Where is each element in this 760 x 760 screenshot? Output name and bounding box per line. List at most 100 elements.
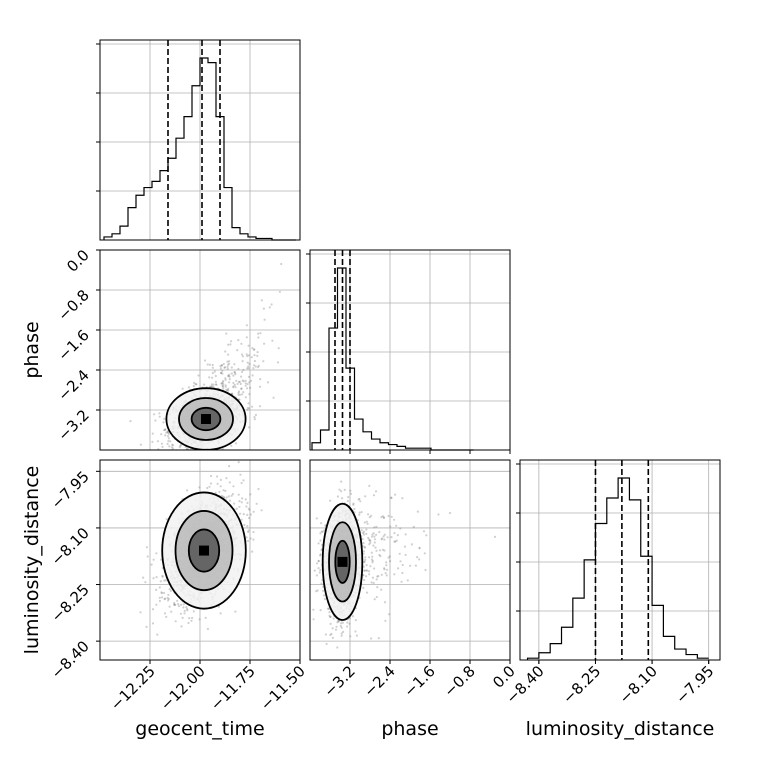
scatter-point [247, 539, 250, 543]
scatter-point [315, 517, 318, 520]
scatter-point [188, 617, 191, 620]
scatter-point [366, 522, 369, 525]
scatter-point [458, 456, 460, 458]
scatter-point [226, 389, 229, 392]
scatter-point [365, 575, 368, 578]
scatter-point [247, 365, 250, 368]
scatter-point [220, 364, 223, 367]
scatter-point [278, 290, 281, 293]
scatter-point [197, 461, 199, 463]
scatter-point [339, 624, 342, 628]
scatter-point [228, 465, 231, 468]
scatter-point [393, 532, 396, 535]
scatter-point [160, 433, 163, 436]
scatter-point [332, 617, 335, 620]
scatter-point [352, 502, 355, 505]
scatter-point [387, 556, 390, 559]
scatter-point [163, 612, 167, 615]
scatter-point [190, 455, 192, 457]
scatter-point [365, 520, 368, 523]
scatter-point [341, 621, 344, 624]
scatter-point [257, 364, 260, 367]
scatter-point [167, 432, 170, 435]
scatter-point [384, 619, 387, 622]
scatter-point [239, 393, 242, 396]
scatter-point [242, 391, 245, 394]
scatter-point [244, 382, 247, 385]
scatter-point [268, 306, 271, 309]
scatter-point [248, 381, 251, 384]
scatter-point [317, 567, 320, 570]
scatter-point [215, 383, 218, 386]
scatter-point [241, 393, 244, 396]
scatter-point [249, 386, 252, 389]
scatter-point [365, 569, 368, 572]
scatter-point [214, 374, 217, 378]
scatter-point [317, 559, 320, 562]
scatter-point [382, 516, 385, 519]
scatter-point [226, 365, 229, 368]
scatter-point [383, 549, 386, 552]
scatter-point [328, 614, 331, 617]
scatter-point [227, 363, 230, 366]
scatter-point [238, 505, 241, 508]
scatter-point [237, 380, 240, 383]
scatter-point [388, 613, 391, 616]
scatter-point [371, 576, 374, 579]
scatter-point [246, 501, 249, 505]
scatter-point [237, 390, 241, 393]
scatter-point [210, 474, 213, 478]
scatter-point [231, 493, 234, 496]
scatter-point [327, 607, 330, 611]
scatter-point [241, 379, 244, 382]
scatter-point [342, 630, 345, 634]
scatter-point [418, 547, 421, 550]
x-tick-label: −7.95 [672, 662, 717, 707]
scatter-point [259, 332, 262, 335]
scatter-point [225, 388, 228, 391]
scatter-point [372, 581, 375, 585]
scatter-point [169, 440, 172, 443]
scatter-point [395, 539, 398, 542]
scatter-point [166, 435, 170, 438]
scatter-point [390, 496, 393, 500]
scatter-point [183, 609, 186, 613]
scatter-point [390, 496, 393, 499]
x-tick-label: −3.2 [320, 662, 358, 700]
scatter-point [262, 307, 265, 310]
scatter-point [423, 552, 426, 555]
scatter-point [222, 379, 225, 383]
scatter-point [227, 389, 230, 392]
scatter-point [246, 513, 249, 517]
scatter-point [338, 488, 341, 491]
scatter-point [234, 386, 237, 389]
hist-panel-luminosity_distance [516, 460, 720, 660]
scatter-point [383, 533, 386, 536]
scatter-point [252, 538, 255, 541]
scatter-point [377, 575, 380, 578]
scatter-point [171, 444, 175, 447]
scatter-point [422, 530, 426, 533]
scatter-point [424, 568, 427, 572]
scatter-point [247, 375, 251, 378]
scatter-point [376, 586, 379, 589]
scatter-point [182, 606, 185, 609]
scatter-point [218, 490, 221, 493]
scatter-point [247, 529, 250, 532]
scatter-point [227, 375, 230, 378]
scatter-point [319, 569, 322, 572]
scatter-point [385, 564, 388, 567]
scatter-point [221, 381, 224, 384]
scatter-point [183, 612, 186, 615]
scatter-point [175, 454, 177, 456]
scatter-point [375, 595, 378, 599]
x-axis-label-phase: phase [381, 718, 438, 740]
scatter-point [334, 628, 338, 631]
scatter-point [317, 542, 320, 545]
scatter-point [168, 605, 171, 608]
scatter-point [167, 440, 170, 443]
scatter-point [166, 442, 169, 445]
scatter-point [219, 367, 222, 370]
scatter-point [179, 450, 181, 452]
hist-step-phase [311, 267, 474, 451]
